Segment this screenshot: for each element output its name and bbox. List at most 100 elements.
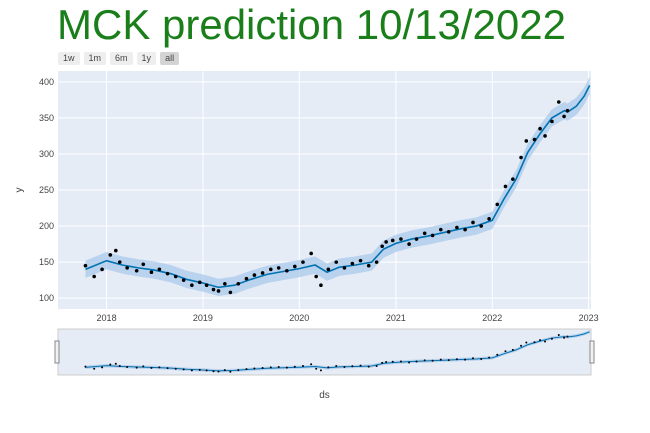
observed-point (550, 119, 554, 124)
observed-point (503, 184, 508, 189)
observed-point (229, 370, 232, 373)
observed-point (519, 155, 523, 160)
range-button-1y[interactable]: 1y (136, 52, 157, 65)
observed-point (511, 348, 514, 351)
x-tick-label: 2020 (289, 313, 309, 323)
observed-point (150, 366, 153, 369)
observed-point (173, 274, 178, 279)
observed-point (326, 267, 331, 272)
observed-point (367, 365, 370, 368)
observed-point (245, 368, 248, 371)
observed-point (165, 271, 170, 276)
observed-point (381, 361, 384, 364)
observed-point (293, 264, 297, 269)
observed-point (550, 337, 553, 340)
observed-point (471, 357, 474, 360)
x-tick-label: 2019 (193, 313, 213, 323)
observed-point (197, 280, 202, 285)
range-button-1w[interactable]: 1w (58, 52, 80, 65)
y-tick-label: 400 (39, 77, 54, 87)
observed-point (223, 369, 226, 372)
y-tick-label: 150 (39, 257, 54, 267)
observed-point (407, 242, 411, 246)
observed-point (314, 274, 318, 279)
observed-point (125, 266, 129, 270)
y-axis-ticks: 100 150 200 250 300 350 400 (39, 77, 54, 303)
observed-point (285, 268, 289, 273)
observed-point (422, 231, 427, 236)
observed-point (562, 114, 566, 119)
observed-point (390, 238, 395, 243)
observed-point (414, 237, 419, 241)
range-slider-left-handle[interactable] (54, 340, 60, 364)
observed-point (327, 366, 330, 369)
x-axis-ticks: 2018 2019 2020 2021 2022 2023 (97, 313, 599, 323)
observed-point (261, 367, 264, 370)
observed-point (415, 360, 418, 363)
x-tick-label: 2021 (386, 313, 406, 323)
observed-point (109, 363, 112, 366)
observed-point (198, 368, 201, 371)
observed-point (181, 278, 186, 282)
x-tick-label: 2023 (579, 313, 599, 323)
observed-point (276, 266, 281, 270)
observed-point (253, 367, 256, 370)
observed-point (252, 273, 257, 277)
uncertainty-band-area (85, 330, 590, 373)
observed-point (496, 353, 499, 356)
y-tick-label: 350 (39, 113, 54, 123)
observed-point (108, 253, 113, 257)
observed-point (430, 233, 435, 238)
observed-point (380, 244, 384, 249)
observed-point (342, 266, 347, 270)
range-slider-right-handle[interactable] (589, 340, 595, 364)
observed-point (157, 267, 162, 272)
y-tick-label: 300 (39, 149, 54, 159)
range-button-1m[interactable]: 1m (83, 52, 107, 65)
observed-point (399, 237, 403, 241)
observed-point (204, 283, 209, 288)
observed-point (319, 283, 323, 288)
observed-point (524, 139, 529, 143)
observed-point (480, 357, 483, 360)
observed-point (504, 350, 507, 353)
observed-point (114, 362, 117, 365)
range-selector: 1w 1m 6m 1y all (58, 52, 180, 65)
forecast-line (85, 85, 591, 289)
forecast-trend-line (85, 85, 591, 289)
observed-point (285, 366, 288, 369)
observed-point (408, 361, 411, 364)
observed-point (543, 134, 547, 138)
observed-point (216, 289, 221, 293)
observed-point (158, 366, 161, 369)
observed-point (511, 177, 515, 181)
observed-point (142, 365, 145, 368)
observed-point (385, 361, 388, 364)
observed-point (205, 369, 208, 372)
observed-point (464, 358, 467, 361)
observed-point (350, 261, 355, 266)
observed-point (237, 369, 240, 372)
observed-point (374, 260, 379, 264)
range-button-all[interactable]: all (160, 52, 180, 65)
uncertainty-band-area (85, 76, 590, 297)
observed-point (260, 271, 265, 275)
observed-point (495, 202, 500, 207)
observed-point (244, 276, 249, 281)
observed-point (118, 364, 121, 367)
observed-point (557, 333, 560, 336)
observed-point (190, 369, 193, 372)
observed-point (556, 100, 561, 104)
observed-point (479, 224, 483, 228)
observed-point (310, 363, 313, 366)
observed-point (566, 335, 569, 338)
observed-point (471, 220, 475, 225)
observed-point (277, 366, 280, 369)
observed-point (301, 364, 304, 367)
observed-point (101, 366, 104, 369)
observed-point (463, 227, 467, 232)
observed-point (375, 364, 378, 367)
range-button-6m[interactable]: 6m (110, 52, 133, 65)
observed-point (565, 108, 570, 113)
observed-point (439, 358, 442, 361)
